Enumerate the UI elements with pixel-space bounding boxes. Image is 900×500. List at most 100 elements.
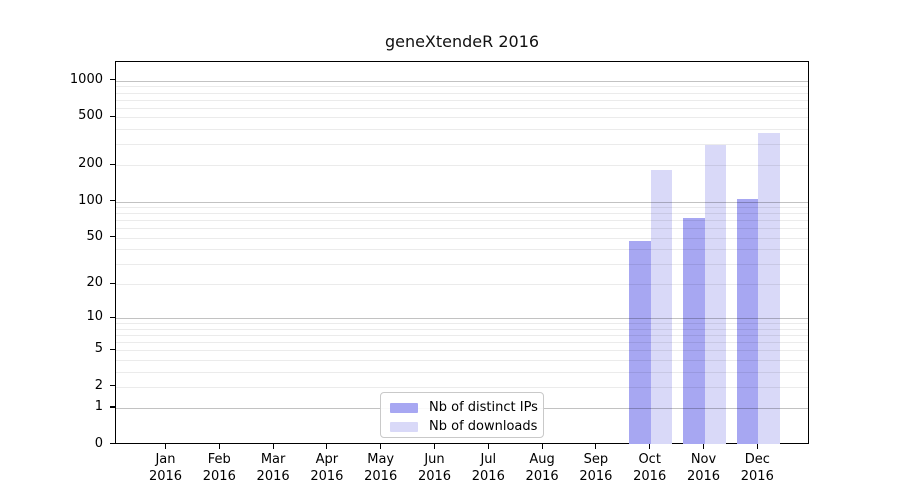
legend-item-distinct-ips: Nb of distinct IPs: [390, 399, 543, 416]
y-axis-tick-label: 10: [86, 309, 103, 325]
y-axis-tick-label: 500: [78, 108, 103, 124]
gridline-major: [116, 80, 808, 82]
gridline-minor: [116, 128, 808, 130]
month-year: 2016: [417, 468, 452, 484]
legend-swatch-distinct-ips: [390, 402, 418, 413]
x-axis-month-label: Aug 2016: [511, 452, 573, 485]
x-axis-tick-mark: [756, 444, 758, 449]
chart-title: geneXtendeR 2016: [384, 32, 540, 51]
month-year: 2016: [579, 468, 613, 484]
month-name: Mar: [260, 452, 286, 467]
gridline-minor: [116, 386, 808, 388]
gridline-major: [116, 201, 808, 203]
gridline-minor: [116, 263, 808, 265]
month-name: Jan: [155, 452, 176, 467]
plot-area: [115, 61, 809, 445]
gridline-minor: [116, 359, 808, 361]
gridline-minor: [116, 99, 808, 101]
month-name: Nov: [690, 452, 717, 467]
y-axis-tick-mark: [110, 385, 115, 387]
y-axis-tick-mark: [110, 406, 115, 408]
gridline-minor: [116, 284, 808, 286]
x-axis-tick-mark: [487, 444, 489, 449]
x-axis-tick-mark: [218, 444, 220, 449]
gridline-minor: [116, 213, 808, 215]
month-name: Jul: [480, 452, 497, 467]
gridline-minor: [116, 328, 808, 330]
legend-swatch-downloads: [390, 421, 418, 432]
bar-distinct-ips: [629, 240, 651, 445]
x-axis-tick-mark: [702, 444, 705, 449]
month-name: Dec: [744, 452, 770, 467]
x-axis-month-label: Jan 2016: [135, 452, 197, 485]
month-year: 2016: [633, 468, 667, 484]
gridline-minor: [116, 371, 808, 373]
gridline-minor: [116, 350, 808, 352]
y-axis-tick-label: 100: [78, 192, 103, 208]
month-year: 2016: [525, 468, 559, 484]
x-axis-month-label: Feb 2016: [188, 452, 250, 485]
x-axis-month-label: Jun 2016: [404, 452, 466, 485]
month-year: 2016: [686, 468, 721, 484]
x-axis-tick-mark: [164, 444, 167, 449]
gridline-minor: [116, 220, 808, 222]
y-axis-tick-mark: [110, 163, 115, 165]
gridline-minor: [116, 107, 808, 109]
y-axis-tick-label: 1000: [69, 71, 103, 87]
y-axis-tick-label: 50: [86, 228, 103, 244]
month-year: 2016: [310, 468, 344, 484]
gridline-minor: [116, 207, 808, 209]
month-year: 2016: [148, 468, 183, 484]
gridline-minor: [116, 117, 808, 119]
legend-label-downloads: Nb of downloads: [429, 419, 538, 434]
gridline-minor: [116, 92, 808, 94]
bar-downloads: [650, 170, 673, 445]
y-axis-tick-label: 5: [94, 341, 103, 357]
y-axis-tick-label: 2: [94, 377, 103, 393]
y-axis-tick-label: 1: [94, 399, 103, 414]
x-axis-tick-mark: [595, 444, 597, 449]
y-axis-tick-mark: [110, 348, 115, 350]
x-axis-tick-mark: [272, 444, 274, 449]
y-axis-tick-mark: [110, 199, 115, 202]
month-year: 2016: [202, 468, 236, 484]
legend: Nb of distinct IPs Nb of downloads: [380, 392, 544, 438]
x-axis-tick-mark: [541, 444, 543, 449]
y-axis-tick-mark: [110, 282, 115, 284]
bar-downloads: [704, 145, 726, 445]
x-axis-tick-mark: [380, 444, 382, 449]
x-axis-month-label: Apr 2016: [296, 452, 358, 485]
y-axis-tick-label: 0: [94, 435, 103, 451]
month-year: 2016: [364, 468, 398, 484]
y-axis-tick-label: 20: [86, 275, 103, 291]
month-year: 2016: [471, 468, 505, 484]
y-axis-tick-label: 200: [78, 156, 103, 172]
gridline-minor: [116, 249, 808, 251]
gridline-minor: [116, 237, 808, 239]
gridline-major: [116, 318, 808, 320]
gridline-minor: [116, 165, 808, 167]
month-name: May: [367, 452, 395, 467]
x-axis-month-label: Nov 2016: [673, 452, 735, 485]
bar-distinct-ips: [736, 198, 759, 445]
month-year: 2016: [256, 468, 290, 484]
x-axis-tick-mark: [649, 444, 651, 449]
month-name: Oct: [638, 452, 661, 467]
x-axis-tick-mark: [433, 444, 436, 449]
month-name: Apr: [315, 452, 339, 467]
month-year: 2016: [740, 468, 774, 484]
month-name: Feb: [207, 452, 231, 467]
gridline-minor: [116, 228, 808, 230]
legend-label-distinct-ips: Nb of distinct IPs: [429, 400, 538, 415]
gridline-minor: [116, 144, 808, 146]
x-axis-month-label: May 2016: [350, 452, 412, 485]
x-axis-month-label: Oct 2016: [619, 452, 681, 485]
y-axis-tick-mark: [110, 235, 115, 238]
x-axis-month-label: Jul 2016: [457, 452, 519, 485]
gridline-minor: [116, 86, 808, 88]
gridline-minor: [116, 335, 808, 337]
x-axis-tick-mark: [326, 444, 328, 449]
gridline-minor: [116, 323, 808, 325]
gridline-minor: [116, 342, 808, 344]
